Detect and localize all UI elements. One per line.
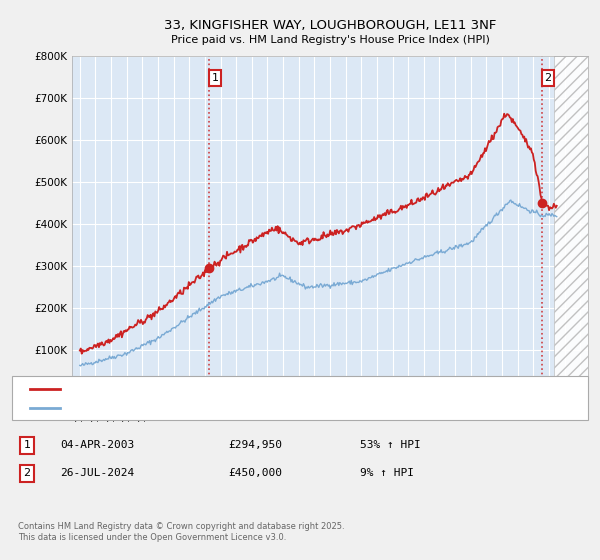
Bar	[554, 56, 588, 392]
Text: 04-APR-2003: 04-APR-2003	[60, 440, 134, 450]
Text: 9% ↑ HPI: 9% ↑ HPI	[360, 468, 414, 478]
Text: Contains HM Land Registry data © Crown copyright and database right 2025.
This d: Contains HM Land Registry data © Crown c…	[18, 522, 344, 542]
Text: £450,000: £450,000	[228, 468, 282, 478]
Text: 1: 1	[211, 73, 218, 83]
Text: 26-JUL-2024: 26-JUL-2024	[60, 468, 134, 478]
Text: £294,950: £294,950	[228, 440, 282, 450]
Text: 53% ↑ HPI: 53% ↑ HPI	[360, 440, 421, 450]
Text: 2: 2	[545, 73, 551, 83]
Text: HPI: Average price, detached house, Charnwood: HPI: Average price, detached house, Char…	[69, 403, 321, 413]
Text: 2: 2	[23, 468, 31, 478]
Text: 1: 1	[23, 440, 31, 450]
Text: 33, KINGFISHER WAY, LOUGHBOROUGH, LE11 3NF: 33, KINGFISHER WAY, LOUGHBOROUGH, LE11 3…	[164, 18, 496, 32]
Text: Price paid vs. HM Land Registry's House Price Index (HPI): Price paid vs. HM Land Registry's House …	[170, 35, 490, 45]
Text: 33, KINGFISHER WAY, LOUGHBOROUGH, LE11 3NF (detached house): 33, KINGFISHER WAY, LOUGHBOROUGH, LE11 3…	[69, 384, 425, 394]
